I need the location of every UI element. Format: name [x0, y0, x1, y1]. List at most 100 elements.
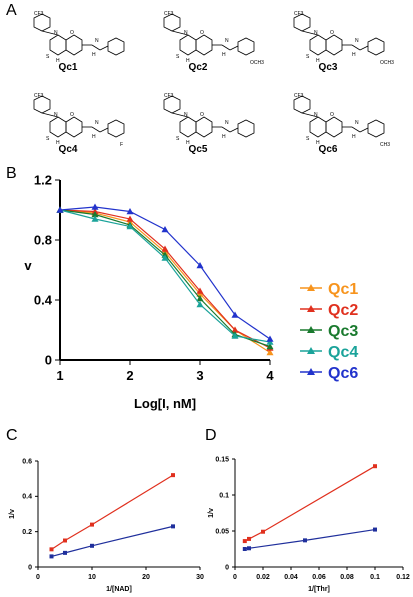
structure-qc6: CF3 N S O H H N CH3	[293, 93, 390, 148]
data-point	[90, 543, 94, 548]
cf3-text: CF3	[34, 11, 44, 17]
y-axis-label: 1/v	[9, 509, 16, 519]
data-point	[266, 335, 274, 342]
s-text: S	[306, 136, 310, 142]
o-text: O	[330, 112, 334, 118]
data-point	[373, 527, 377, 532]
o-text: O	[70, 112, 74, 118]
series-line	[51, 525, 174, 557]
x-tick-label: 0.06	[312, 574, 326, 581]
x-tick-label: 2	[126, 368, 133, 383]
chart-c: 0 10 20 30 0 0.2 0.4 0.6 1/[NAD] 1/v	[9, 458, 204, 593]
data-point	[231, 326, 239, 333]
chart-b: 1 2 3 4 0 0.4 0.8 1.2 Log[I, nM] v Qc1 Qc2 Qc3 Qc4 Qc6	[24, 172, 358, 411]
data-point	[63, 550, 67, 555]
x-axis-label: 1/[NAD]	[106, 586, 132, 593]
h-text: H	[186, 58, 190, 64]
h-text: H	[56, 58, 60, 64]
data-point	[266, 343, 274, 350]
s-text: S	[46, 136, 50, 142]
y-tick-label: 0.05	[215, 528, 229, 535]
x-axis-label: Log[I, nM]	[134, 396, 196, 411]
y-tick-label: 0.8	[34, 232, 52, 247]
y-tick-label: 0.2	[22, 529, 32, 536]
data-point	[373, 464, 377, 469]
n-text: N	[54, 112, 58, 118]
compound-label-qc4: Qc4	[58, 144, 78, 155]
data-point	[91, 215, 99, 222]
structure-qc2: CF3 N S O H H N OCH3	[163, 11, 264, 66]
data-point	[91, 203, 99, 210]
substituent-text: F	[120, 142, 123, 148]
x-tick-label: 0	[36, 574, 40, 581]
x-tick-label: 0	[233, 574, 237, 581]
compound-label-qc6: Qc6	[318, 144, 338, 155]
series-line	[244, 465, 376, 542]
cf3-text: CF3	[294, 93, 304, 99]
y-tick-label: 0.1	[219, 492, 229, 499]
compound-label-qc5: Qc5	[188, 144, 208, 155]
nh-text: H	[222, 52, 226, 58]
panel-letter-d: D	[205, 427, 217, 444]
data-point	[261, 529, 265, 534]
structure-qc5: CF3 N S O H H N	[163, 93, 255, 146]
data-point	[126, 208, 134, 215]
panel-letter-b: B	[6, 165, 17, 182]
substituent-text: OCH3	[250, 60, 264, 66]
panel-letter-c: C	[6, 427, 18, 444]
data-point	[49, 547, 54, 552]
y-axis-label: v	[24, 258, 32, 273]
n-text: N	[184, 30, 188, 36]
o-text: O	[330, 30, 334, 36]
x-tick-label: 0.12	[396, 574, 410, 581]
data-point	[247, 546, 251, 551]
legend-label: Qc6	[328, 365, 358, 382]
n2-text: N	[225, 38, 229, 44]
legend-label: Qc1	[328, 281, 358, 298]
data-point	[126, 215, 134, 222]
data-point	[196, 301, 204, 308]
n2-text: N	[95, 120, 99, 126]
data-point	[49, 554, 54, 559]
o-text: O	[200, 30, 204, 36]
legend-marker	[307, 326, 315, 333]
legend-label: Qc3	[328, 323, 358, 340]
panel-letter-a: A	[6, 2, 17, 19]
x-tick-label: 0.1	[370, 574, 380, 581]
n-text: N	[184, 112, 188, 118]
y-tick-label: 0	[28, 564, 32, 571]
n2-text: N	[355, 38, 359, 44]
cf3-text: CF3	[164, 11, 174, 17]
x-tick-label: 4	[266, 368, 274, 383]
x-tick-label: 0.08	[340, 574, 354, 581]
x-tick-label: 0.04	[284, 574, 298, 581]
data-point	[242, 539, 247, 544]
y-tick-label: 0.15	[215, 456, 229, 463]
legend-marker	[307, 368, 315, 375]
data-point	[196, 295, 204, 302]
h-text: H	[316, 58, 320, 64]
nh-text: H	[352, 134, 356, 140]
data-point	[196, 287, 204, 294]
compound-label-qc2: Qc2	[188, 62, 208, 73]
data-point	[303, 538, 307, 543]
series-line	[51, 474, 174, 550]
s-text: S	[176, 136, 180, 142]
data-point	[196, 262, 204, 269]
data-point	[266, 349, 274, 356]
y-tick-label: 0	[225, 564, 229, 571]
x-axis-label: 1/[Thr]	[308, 586, 330, 593]
o-text: O	[70, 30, 74, 36]
substituent-text: OCH3	[380, 60, 394, 66]
legend-label: Qc2	[328, 302, 358, 319]
y-tick-label: 0.4	[22, 494, 32, 501]
s-text: S	[46, 54, 50, 60]
series-line	[244, 528, 376, 550]
data-point	[231, 311, 239, 318]
substituent-text: CH3	[380, 142, 390, 148]
x-tick-label: 30	[196, 574, 204, 581]
structure-qc1: CF3 N S O H H N	[33, 11, 125, 64]
x-tick-label: 1	[56, 368, 63, 383]
data-point	[90, 522, 94, 527]
cf3-text: CF3	[34, 93, 44, 99]
